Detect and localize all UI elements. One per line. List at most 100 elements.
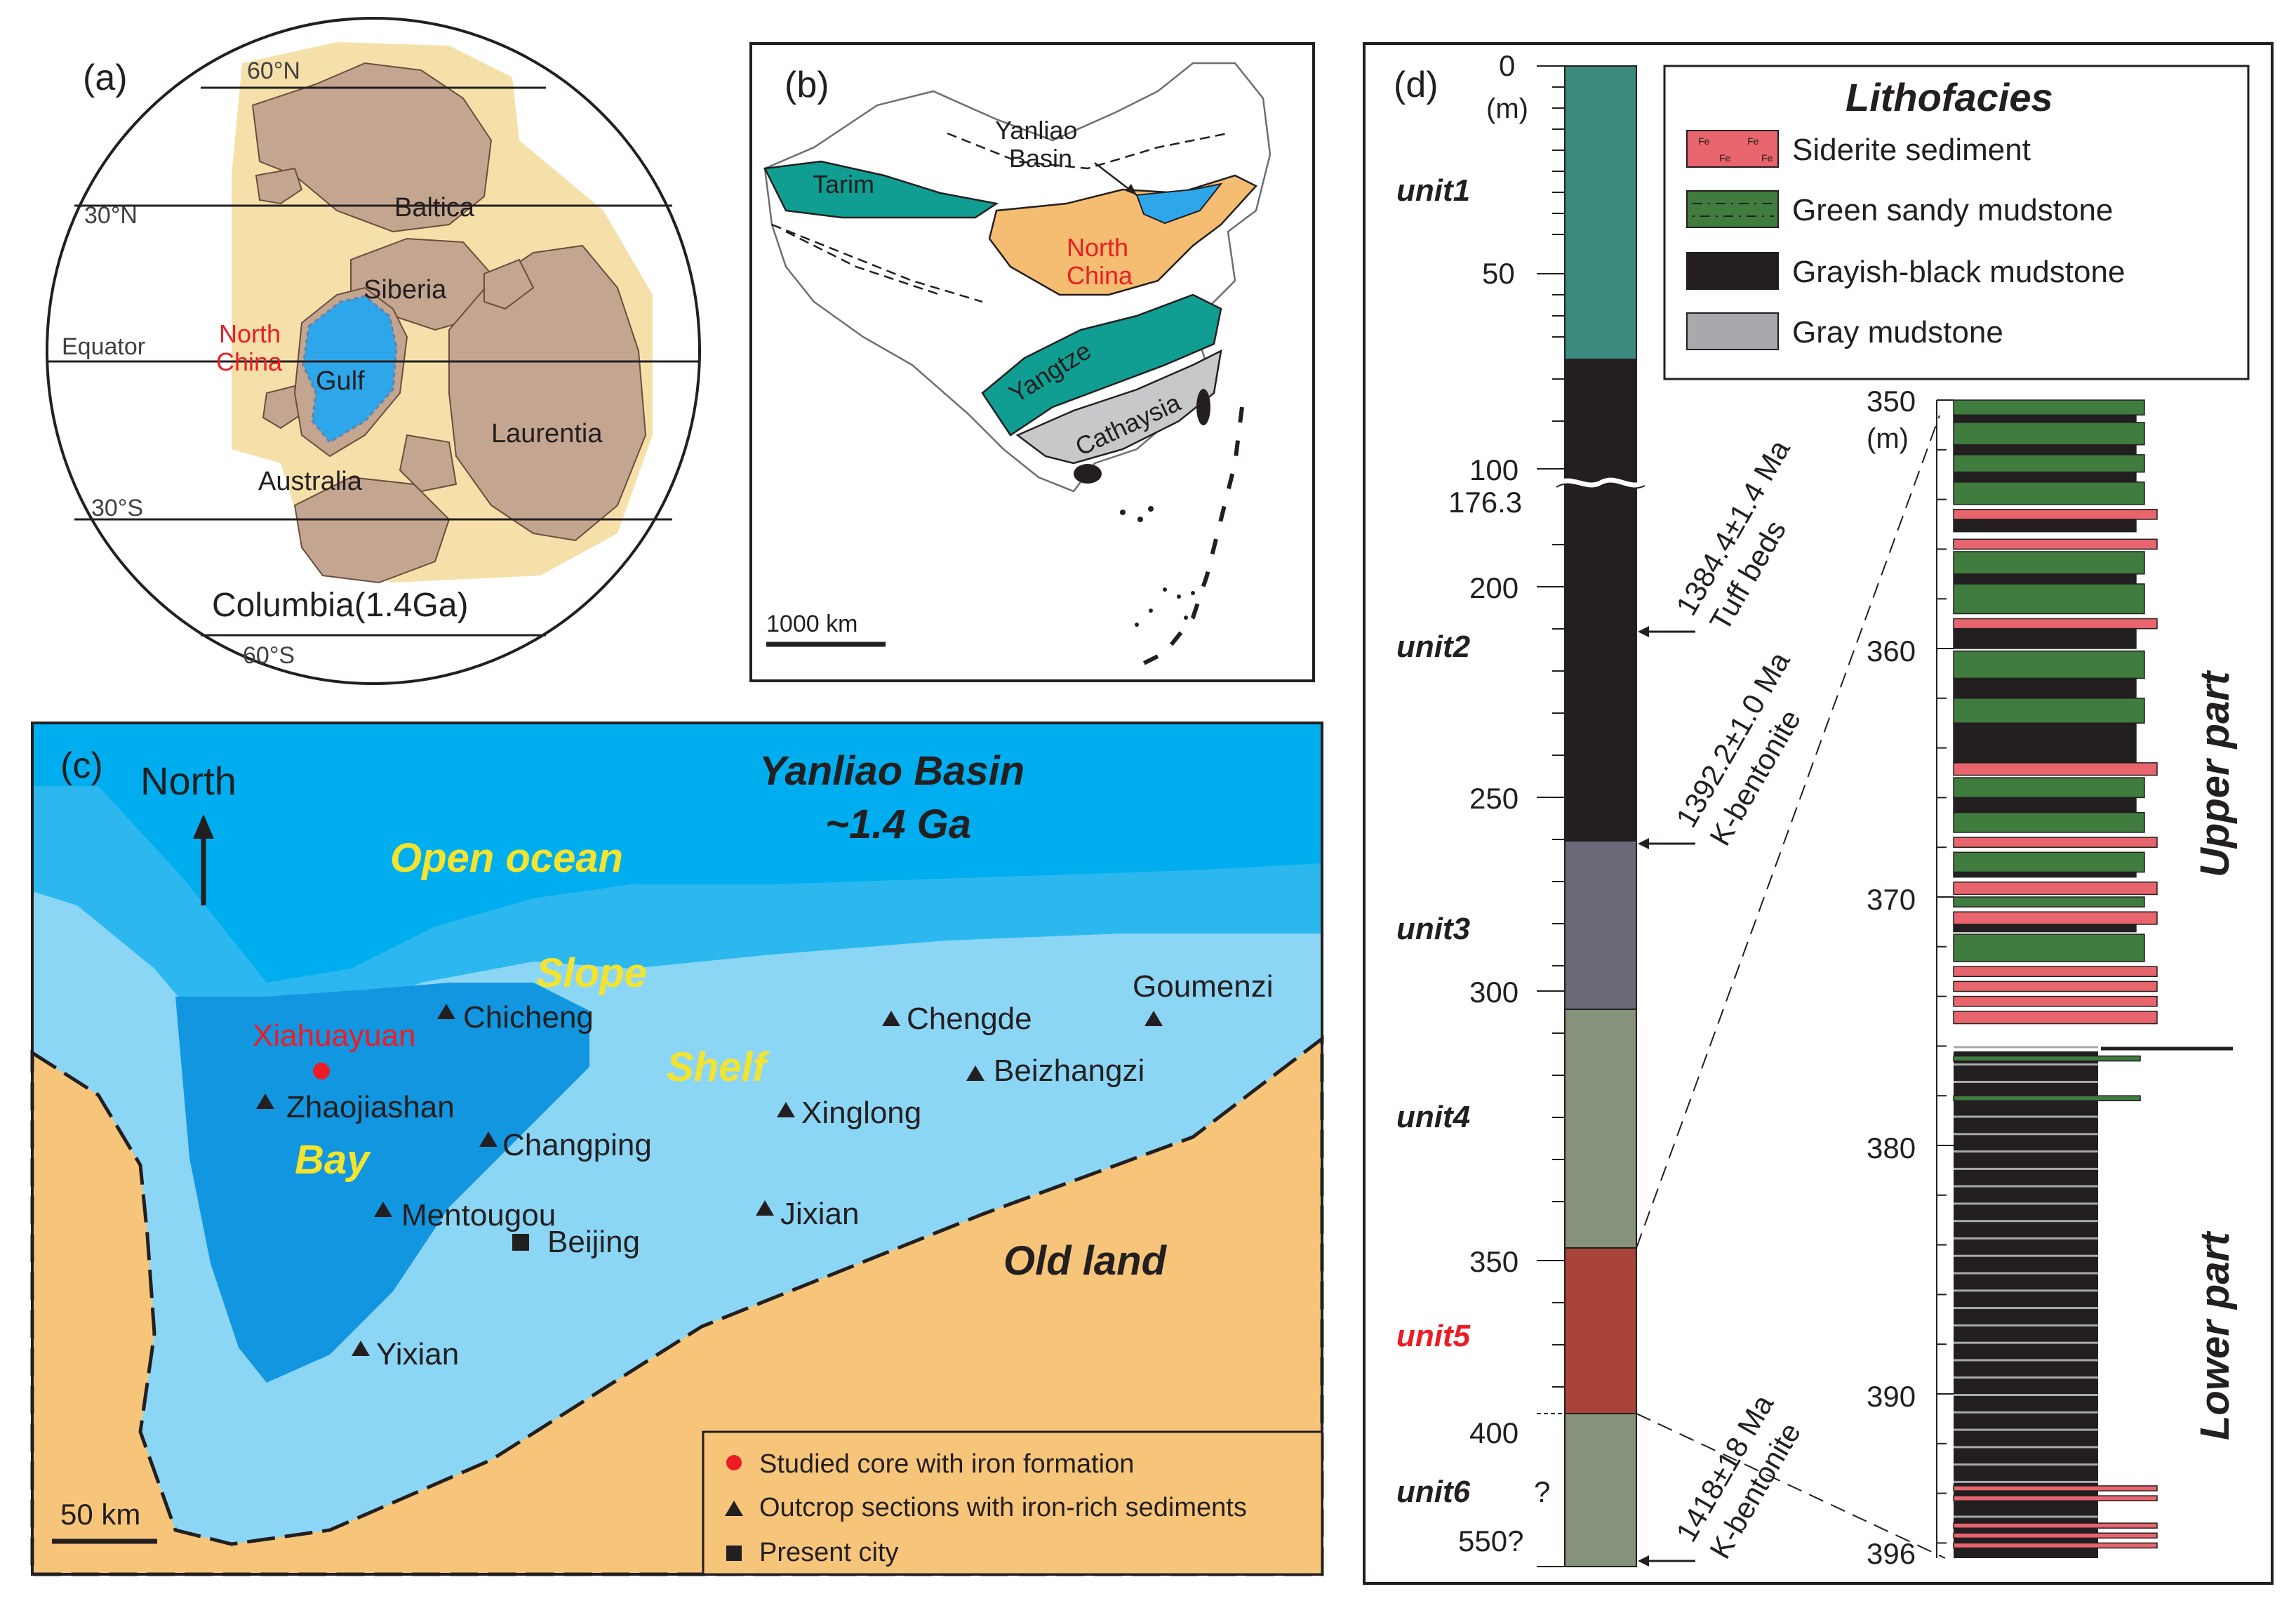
- siderite-layer: [1953, 509, 2158, 520]
- black-mudstone-layer: [1953, 627, 2137, 649]
- black-mudstone-layer: [1953, 414, 2137, 423]
- green-mudstone-layer: [1953, 851, 2145, 873]
- siderite-layer: [1953, 995, 2158, 1007]
- core-site-label: Xiahuayuan: [253, 1018, 415, 1053]
- core-site-marker: [313, 1063, 330, 1079]
- baltica-island: [255, 167, 303, 205]
- depth-tick-200: 200: [1469, 571, 1519, 604]
- detail-layers: [1953, 399, 2158, 1549]
- correlation-line-top: [1636, 415, 1940, 1249]
- detail-tick-396: 396: [1867, 1537, 1916, 1570]
- unit5-block: [1564, 1247, 1637, 1414]
- equator-label: Equator: [62, 333, 145, 360]
- outcrop-marker-beizhangzi: [966, 1065, 985, 1081]
- lat-30n-label: 30°N: [84, 202, 138, 229]
- depth-tick-176: 176.3: [1448, 486, 1522, 519]
- legend-city-symbol: [726, 1546, 742, 1561]
- age-arrow-3-head: [1638, 1555, 1649, 1567]
- gray-mudstone-layer: [1954, 1446, 2098, 1449]
- legend-core-symbol: [726, 1455, 742, 1470]
- outcrop-marker-xinglong: [777, 1102, 795, 1117]
- legend-siderite-fe-1: Fe: [1698, 135, 1710, 147]
- chicheng-label: Chicheng: [463, 1000, 594, 1035]
- black-mudstone-layer: [1953, 471, 2137, 483]
- detail-minor-ticks: [1937, 399, 1954, 1544]
- siderite-layer: [1953, 538, 2158, 550]
- lithofacies-title: Lithofacies: [1846, 75, 2053, 119]
- gray-mudstone-layer: [1954, 1167, 2098, 1170]
- laurentia-label: Laurentia: [491, 419, 603, 448]
- siderite-layer: [1953, 1011, 2158, 1025]
- southsea-boundary: [1135, 406, 1244, 669]
- gulf-area: [302, 295, 398, 444]
- unit1-block: [1564, 65, 1637, 360]
- siderite-layer: [1953, 911, 2158, 925]
- gray-mudstone-layer: [1954, 1115, 2098, 1118]
- legend-siderite-fe-3: Fe: [1719, 152, 1731, 164]
- china-outline: [763, 62, 1272, 493]
- australia-landmass: [293, 476, 450, 584]
- gulf-label: Gulf: [316, 366, 365, 396]
- age-arrow-1-head: [1638, 626, 1649, 637]
- gray-mudstone-layer: [1954, 1237, 2098, 1240]
- bay-label: Bay: [295, 1137, 371, 1183]
- panel-a: (a) 60°N 30°N Equator 30°S 60°S Baltica …: [46, 17, 701, 685]
- north-china-b-label-1: North: [1067, 233, 1128, 262]
- tarim-label: Tarim: [813, 170, 874, 199]
- legend-siderite-swatch: [1686, 130, 1779, 168]
- beizhangzi-label: Beizhangzi: [994, 1054, 1144, 1088]
- depth-tick-0: 0: [1499, 49, 1515, 82]
- basin-title-1: Yanliao Basin: [759, 748, 1024, 794]
- siderite-layer: [1953, 1542, 2158, 1549]
- panel-d-label: (d): [1394, 65, 1439, 105]
- legend-green-label: Green sandy mudstone: [1792, 193, 2113, 227]
- siderite-layer: [1953, 966, 2158, 978]
- basin-title-2: ~1.4 Ga: [825, 802, 971, 847]
- detail-tick-380: 380: [1867, 1131, 1916, 1164]
- old-land-label: Old land: [1003, 1238, 1168, 1284]
- detail-column: 350 (m) 360 370 380 390 396 Upper part L…: [1867, 385, 2238, 1570]
- chengde-label: Chengde: [907, 1002, 1032, 1036]
- gray-mudstone-layer: [1954, 1289, 2098, 1292]
- outcrop-marker-jixian: [756, 1200, 774, 1216]
- gray-mudstone-layer: [1954, 1220, 2098, 1223]
- unit5-label: unit5: [1396, 1319, 1471, 1353]
- green-mudstone-layer: [1953, 650, 2145, 679]
- yanliao-label-1: Yanliao: [995, 116, 1077, 145]
- detail-tick-390: 390: [1867, 1380, 1916, 1413]
- legend-outcrop-symbol: [725, 1501, 743, 1516]
- legend-outcrop-label: Outcrop sections with iron-rich sediment…: [759, 1493, 1247, 1522]
- siderite-layer: [1953, 1532, 2158, 1539]
- north-china-label-1: North: [219, 319, 281, 348]
- depth-tick-250: 250: [1469, 782, 1519, 815]
- detail-tick-370: 370: [1867, 883, 1916, 916]
- slope-label: Slope: [536, 950, 647, 996]
- gray-mudstone-layer: [1954, 1515, 2098, 1518]
- siderite-layer: [1953, 882, 2158, 896]
- gray-mudstone-layer: [1954, 1046, 2098, 1049]
- changping-label: Changping: [502, 1128, 652, 1162]
- siberia-label: Siberia: [363, 275, 447, 305]
- outcrop-marker-changping: [479, 1131, 498, 1147]
- gray-mudstone-layer: [1954, 1411, 2098, 1414]
- yixian-label: Yixian: [376, 1337, 459, 1371]
- yanliao-basin-area: [1135, 182, 1223, 225]
- australia-label: Australia: [258, 467, 363, 496]
- unit2-label: unit2: [1396, 630, 1471, 664]
- baltica-label: Baltica: [394, 193, 475, 222]
- shelf-label: Shelf: [667, 1044, 770, 1090]
- depth-tick-350: 350: [1469, 1245, 1519, 1278]
- unit4-block: [1564, 1009, 1637, 1249]
- siderite-layer: [1953, 1522, 2158, 1529]
- panel-c-frame: [31, 722, 1323, 1576]
- outcrop-marker-chengde: [882, 1011, 900, 1026]
- gray-mudstone-layer: [1954, 1272, 2098, 1275]
- gray-mudstone-layer: [1954, 1063, 2098, 1066]
- legend-siderite-fe-2: Fe: [1747, 135, 1759, 147]
- gray-mudstone-layer: [1954, 1254, 2098, 1257]
- outcrop-marker-yixian: [352, 1341, 370, 1356]
- lat-60n-label: 60°N: [247, 58, 300, 84]
- legend-gray-swatch: [1686, 312, 1779, 350]
- scale-label-b: 1000 km: [766, 611, 857, 637]
